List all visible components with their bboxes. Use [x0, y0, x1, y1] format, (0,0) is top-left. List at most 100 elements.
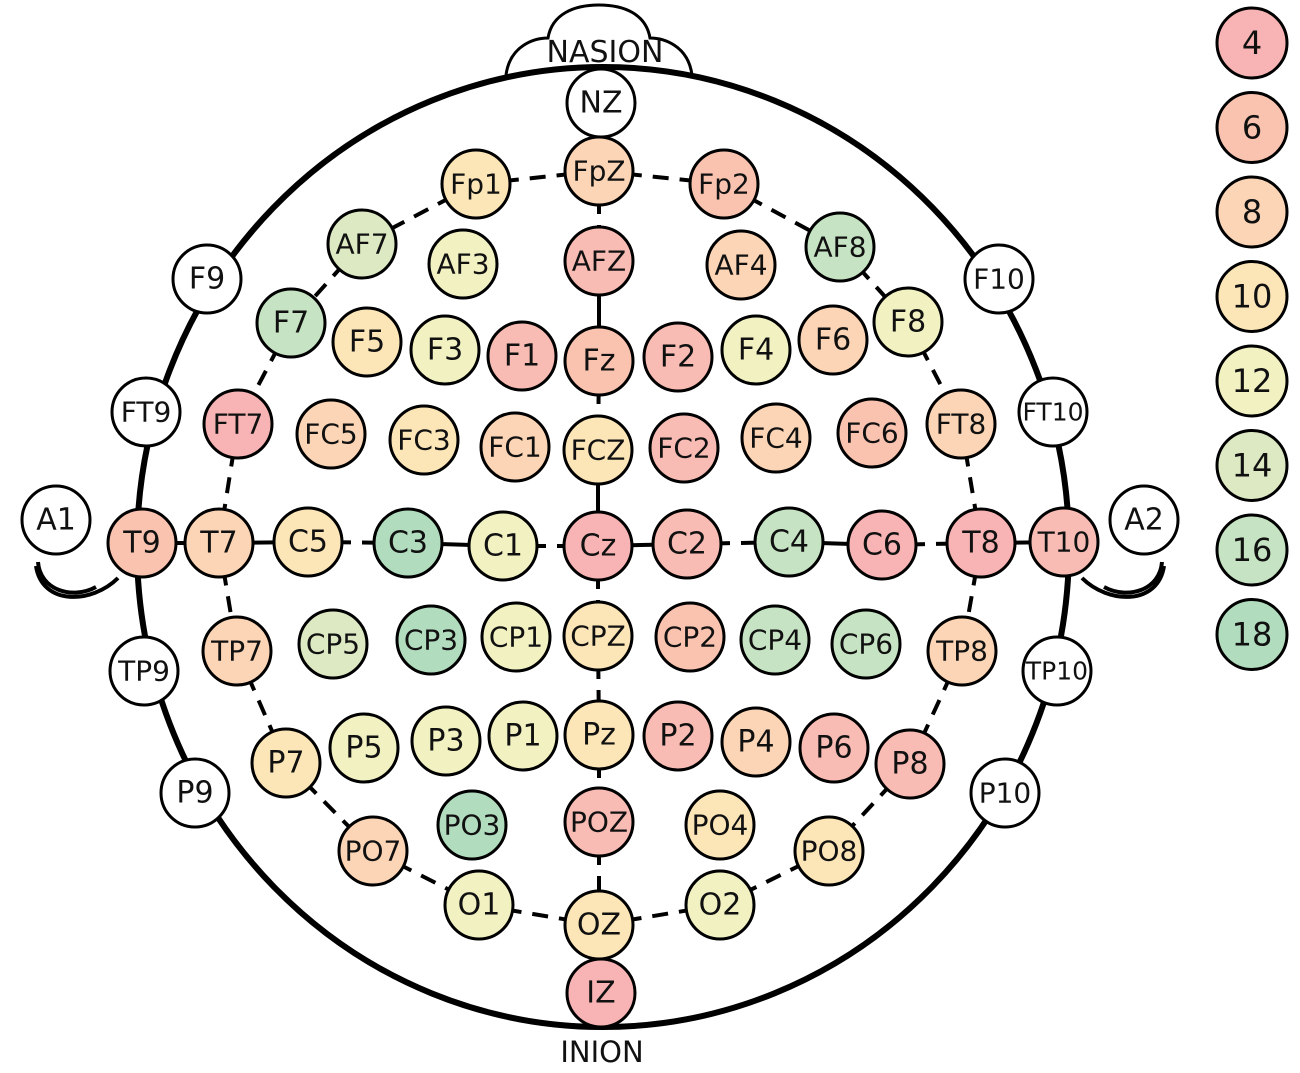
- electrode-marker: [804, 211, 876, 283]
- electrode-marker: [395, 604, 467, 676]
- electrode-marker: [295, 398, 367, 470]
- electrode-f8: F8: [872, 286, 944, 358]
- legend-item-8: 8: [1215, 175, 1289, 249]
- electrode-label: Pz: [582, 718, 616, 753]
- connector-oz-o2: [598, 903, 721, 927]
- electrode-t7: T7: [183, 507, 255, 579]
- electrode-t9: T9: [106, 507, 178, 579]
- electrode-f7: F7: [255, 287, 327, 359]
- connector-p7-po7: [284, 761, 375, 853]
- right-ear-shape: [1080, 561, 1166, 599]
- electrode-marker: [648, 412, 720, 484]
- legend-item-16: 16: [1215, 513, 1289, 587]
- electrode-marker: [793, 815, 865, 887]
- electrode-label: FC1: [488, 431, 541, 464]
- electrode-marker: [654, 601, 726, 673]
- electrode-label: A2: [1124, 503, 1164, 538]
- electrode-marker: [326, 208, 398, 280]
- electrode-label: FT10: [1022, 398, 1083, 427]
- electrode-fc1: FC1: [479, 411, 551, 483]
- electrode-label: C2: [667, 527, 707, 562]
- electrode-marker: [486, 320, 558, 392]
- electrode-fc6: FC6: [836, 397, 908, 469]
- electrode-marker: [328, 712, 400, 784]
- legend-value: 18: [1232, 616, 1273, 654]
- electrode-label: CP1: [489, 621, 543, 654]
- electrode-label: F4: [738, 333, 774, 368]
- electrode-label: FpZ: [572, 155, 625, 188]
- legend-item-14: 14: [1215, 429, 1289, 502]
- electrode-marker: [739, 604, 811, 676]
- electrode-label: PO4: [692, 809, 749, 842]
- electrode-fc2: FC2: [648, 412, 720, 484]
- legend-value: 6: [1242, 109, 1262, 147]
- electrode-label: PO7: [345, 835, 402, 868]
- electrode-marker: [872, 286, 944, 358]
- connector-fpz-fp2: [598, 169, 725, 186]
- electrode-p5: P5: [328, 712, 400, 784]
- electrode-marker: [684, 789, 756, 861]
- electrode-marker: [563, 786, 635, 858]
- electrode-p2: P2: [642, 700, 714, 772]
- electrode-p10: P10: [969, 757, 1041, 829]
- electrode-o2: O2: [684, 869, 756, 941]
- electrode-marker: [409, 314, 481, 386]
- electrode-marker: [945, 507, 1017, 579]
- electrode-label: FT8: [936, 408, 987, 441]
- electrode-marker: [684, 869, 756, 941]
- electrode-po3: PO3: [436, 789, 508, 861]
- electrode-marker: [565, 957, 637, 1029]
- electrode-cp3: CP3: [395, 604, 467, 676]
- electrode-tp7: TP7: [201, 615, 273, 687]
- electrode-fc5: FC5: [295, 398, 367, 470]
- electrode-label: F3: [427, 333, 463, 368]
- electrode-p7: P7: [250, 727, 322, 799]
- electrode-label: P9: [176, 776, 213, 811]
- electrode-marker: [337, 815, 409, 887]
- electrode-label: Fp2: [698, 168, 750, 201]
- electrode-cp5: CP5: [297, 608, 369, 680]
- connector-fp1-af7: [361, 182, 477, 246]
- electrode-cz: Cz: [562, 510, 634, 582]
- electrode-marker: [969, 757, 1041, 829]
- electrode-f6: F6: [797, 304, 869, 376]
- electrode-label: P2: [659, 719, 696, 754]
- electrode-label: POZ: [570, 806, 628, 839]
- electrode-f1: F1: [486, 320, 558, 392]
- electrode-label: AFZ: [572, 245, 626, 278]
- electrode-label: TP7: [210, 635, 263, 668]
- electrode-fcz: FCZ: [562, 414, 634, 486]
- electrode-marker: [487, 700, 559, 772]
- electrode-marker: [479, 411, 551, 483]
- electrode-label: F8: [890, 305, 926, 340]
- electrode-p8: P8: [874, 728, 946, 800]
- legend-item-10: 10: [1215, 260, 1289, 333]
- legend-swatch: [1215, 344, 1289, 418]
- legend-value: 16: [1232, 531, 1273, 569]
- legend-value: 12: [1232, 362, 1273, 400]
- electrode-marker: [846, 509, 918, 581]
- legend-swatch: [1215, 91, 1289, 164]
- electrode-label: NZ: [580, 86, 623, 121]
- electrode-c4: C4: [753, 506, 825, 578]
- electrode-marker: [1017, 376, 1089, 448]
- electrode-marker: [642, 321, 714, 393]
- electrode-label: CP4: [748, 624, 802, 657]
- electrode-marker: [255, 287, 327, 359]
- electrode-label: FCZ: [571, 434, 626, 467]
- legend-swatch: [1215, 260, 1289, 333]
- electrode-ft8: FT8: [925, 388, 997, 460]
- connector-ft8-t8: [959, 423, 983, 544]
- nose-shape: [504, 3, 694, 76]
- electrode-label: CPZ: [570, 620, 626, 653]
- electrode-marker: [443, 869, 515, 941]
- electrode-marker: [720, 314, 792, 386]
- electrode-label: P4: [737, 725, 774, 760]
- inion-label: INION: [560, 1035, 643, 1069]
- legend-item-18: 18: [1215, 598, 1289, 671]
- electrode-c1: C1: [467, 510, 539, 582]
- electrode-label: F2: [660, 340, 696, 375]
- electrode-marker: [753, 506, 825, 578]
- connector-po8-o2: [719, 849, 830, 907]
